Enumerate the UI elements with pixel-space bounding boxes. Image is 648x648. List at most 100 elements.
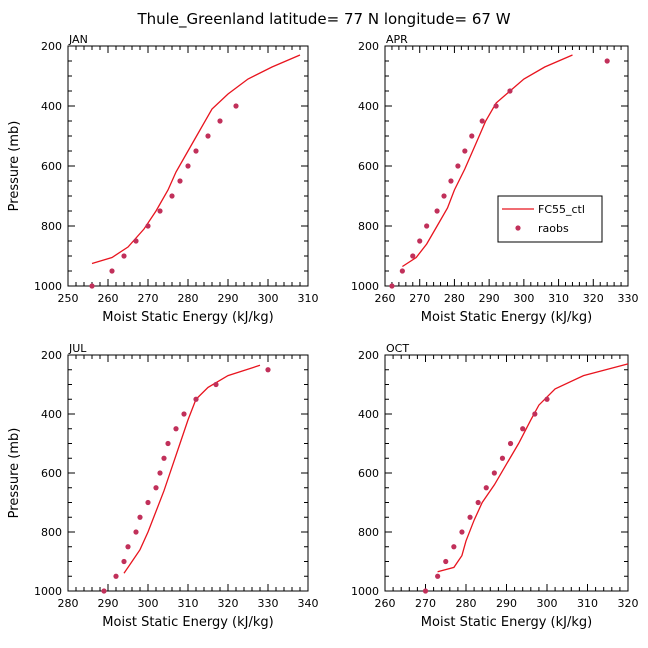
x-tick-label: 290 — [98, 597, 119, 610]
x-tick-label: 270 — [409, 292, 430, 305]
raobs-point — [544, 396, 550, 402]
x-tick-label: 280 — [178, 292, 199, 305]
y-tick-label: 600 — [358, 467, 379, 480]
raobs-point — [113, 573, 119, 579]
raobs-point — [145, 223, 151, 229]
panels-group: JAN 250 260 270 280 290 300 310 200 400 600 800 1000… — [7, 33, 639, 630]
x-tick-label: 300 — [537, 597, 558, 610]
x-tick-label: 310 — [577, 597, 598, 610]
raobs-point — [410, 253, 416, 259]
raobs-point — [161, 455, 167, 461]
raobs-point — [181, 411, 187, 417]
raobs-point — [133, 238, 139, 244]
raobs-point — [399, 268, 405, 274]
x-tick-label: 270 — [138, 292, 159, 305]
raobs-point — [475, 499, 481, 506]
raobs-point — [217, 118, 223, 124]
raobs-point — [443, 558, 449, 565]
y-tick-label: 400 — [358, 100, 379, 113]
raobs-point — [507, 440, 514, 447]
raobs-point — [109, 268, 115, 274]
raobs-point — [459, 529, 465, 535]
panel-label: OCT — [386, 342, 409, 355]
x-tick-label: 330 — [618, 292, 639, 305]
x-tick-label: 280 — [58, 597, 79, 610]
y-tick-label: 800 — [358, 220, 379, 233]
raobs-point — [101, 588, 107, 594]
x-tick-label: 320 — [618, 597, 639, 610]
x-tick-label: 290 — [496, 597, 517, 610]
panel-jul: JUL 280 290 300 310 320 330 340 200 400 600 800 1000… — [7, 342, 319, 630]
raobs-point — [145, 499, 151, 506]
raobs-point — [434, 208, 440, 214]
x-tick-label: 280 — [444, 292, 465, 305]
series-line-fc55-ctl — [91, 54, 301, 265]
x-tick-label: 260 — [375, 597, 396, 610]
x-tick-label: 310 — [298, 292, 319, 305]
raobs-point — [520, 426, 526, 432]
raobs-point — [205, 133, 211, 139]
raobs-point — [125, 544, 131, 550]
y-tick-label: 200 — [358, 349, 379, 362]
raobs-point — [169, 193, 175, 199]
raobs-point — [165, 440, 171, 447]
panel-label: APR — [386, 33, 408, 46]
y-tick-label: 200 — [41, 40, 62, 53]
raobs-point — [185, 163, 191, 169]
raobs-point — [417, 238, 423, 244]
y-tick-label: 600 — [41, 160, 62, 173]
x-tick-label: 260 — [98, 292, 119, 305]
raobs-point — [483, 485, 489, 491]
x-tick-label: 310 — [178, 597, 199, 610]
raobs-point — [157, 470, 163, 476]
raobs-point — [469, 133, 475, 139]
raobs-point — [499, 455, 506, 461]
raobs-point — [121, 253, 127, 259]
raobs-point — [479, 118, 485, 124]
panel-label: JUL — [68, 342, 87, 355]
x-axis-label: Moist Static Energy (kJ/kg) — [421, 615, 592, 630]
raobs-point — [153, 485, 159, 491]
y-tick-label: 600 — [358, 160, 379, 173]
raobs-point — [233, 103, 239, 109]
panel-label: JAN — [68, 33, 88, 46]
raobs-point — [455, 163, 461, 169]
y-tick-label: 400 — [358, 408, 379, 421]
raobs-point — [424, 223, 430, 229]
plot-frame — [384, 354, 629, 592]
x-tick-label: 290 — [479, 292, 500, 305]
raobs-point — [604, 58, 610, 64]
y-tick-label: 400 — [41, 100, 62, 113]
raobs-point — [422, 588, 429, 594]
y-tick-label: 1000 — [34, 585, 62, 598]
raobs-point — [441, 193, 447, 199]
y-tick-label: 1000 — [34, 280, 62, 293]
x-tick-label: 280 — [456, 597, 477, 610]
raobs-point — [435, 573, 441, 579]
raobs-point — [462, 148, 468, 154]
series-line-fc55-ctl — [437, 363, 629, 573]
x-axis-label: Moist Static Energy (kJ/kg) — [102, 310, 273, 325]
y-axis-label: Pressure (mb) — [7, 428, 22, 519]
x-tick-label: 330 — [258, 597, 279, 610]
y-tick-label: 800 — [41, 526, 62, 539]
x-tick-label: 300 — [258, 292, 279, 305]
raobs-point — [467, 514, 473, 520]
x-tick-label: 270 — [415, 597, 436, 610]
y-tick-label: 200 — [41, 349, 62, 362]
x-tick-label: 320 — [583, 292, 604, 305]
y-tick-label: 800 — [41, 220, 62, 233]
x-axis-label: Moist Static Energy (kJ/kg) — [102, 615, 273, 630]
y-tick-label: 1000 — [351, 585, 379, 598]
x-tick-label: 250 — [58, 292, 79, 305]
panel-jan: JAN 250 260 270 280 290 300 310 200 400 600 800 1000… — [7, 33, 319, 325]
raobs-point — [137, 514, 143, 520]
raobs-point — [89, 283, 95, 289]
figure-title: Thule_Greenland latitude= 77 N longitude… — [136, 10, 510, 29]
x-axis-label: Moist Static Energy (kJ/kg) — [421, 310, 592, 325]
y-tick-label: 400 — [41, 408, 62, 421]
y-axis-label: Pressure (mb) — [7, 121, 22, 212]
y-tick-label: 200 — [358, 40, 379, 53]
x-tick-label: 300 — [138, 597, 159, 610]
